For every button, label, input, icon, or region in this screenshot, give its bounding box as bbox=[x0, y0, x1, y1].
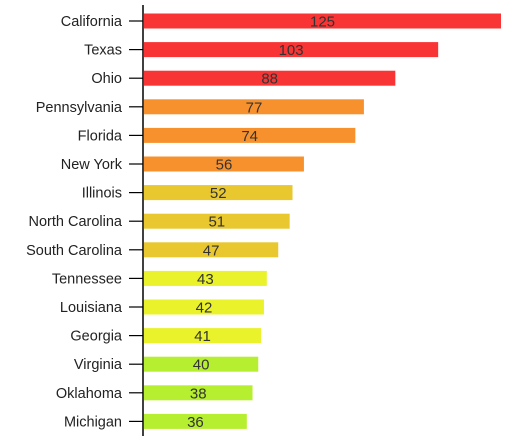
bar-louisiana bbox=[144, 299, 264, 315]
y-tick-label-north-carolina: North Carolina bbox=[29, 214, 123, 230]
bar-california bbox=[144, 13, 501, 29]
y-tick-label-tennessee: Tennessee bbox=[52, 271, 122, 287]
value-label-florida: 74 bbox=[241, 128, 258, 145]
value-label-tennessee: 43 bbox=[197, 271, 214, 288]
y-tick-label-texas: Texas bbox=[84, 43, 122, 59]
y-tick-label-georgia: Georgia bbox=[70, 329, 123, 345]
y-tick-label-michigan: Michigan bbox=[64, 414, 122, 430]
value-label-louisiana: 42 bbox=[196, 300, 213, 317]
y-tick-label-oklahoma: Oklahoma bbox=[56, 386, 123, 402]
value-label-north-carolina: 51 bbox=[208, 214, 225, 231]
value-label-michigan: 36 bbox=[187, 414, 204, 431]
bar-ohio bbox=[144, 70, 396, 86]
bar-tennessee bbox=[144, 270, 267, 286]
bar-pennsylvania bbox=[144, 99, 364, 115]
bar-oklahoma bbox=[144, 385, 253, 401]
value-label-ohio: 88 bbox=[261, 71, 278, 88]
value-label-california: 125 bbox=[310, 14, 335, 31]
bar-virginia bbox=[144, 356, 259, 372]
y-tick-label-louisiana: Louisiana bbox=[60, 300, 123, 316]
value-label-virginia: 40 bbox=[193, 357, 210, 374]
value-label-georgia: 41 bbox=[194, 328, 211, 345]
y-tick-label-pennsylvania: Pennsylvania bbox=[36, 100, 123, 116]
bar-florida bbox=[144, 127, 356, 143]
y-tick-label-florida: Florida bbox=[78, 128, 123, 144]
value-label-new-york: 56 bbox=[216, 157, 233, 174]
bars-group bbox=[144, 13, 501, 429]
value-label-south-carolina: 47 bbox=[203, 242, 220, 259]
y-axis-ticks bbox=[129, 20, 143, 422]
bar-georgia bbox=[144, 328, 262, 344]
y-tick-label-south-carolina: South Carolina bbox=[26, 243, 123, 259]
y-tick-label-california: California bbox=[61, 14, 123, 30]
value-label-texas: 103 bbox=[279, 42, 304, 59]
value-label-oklahoma: 38 bbox=[190, 385, 207, 402]
bar-michigan bbox=[144, 413, 247, 429]
bar-south-carolina bbox=[144, 242, 279, 258]
value-label-illinois: 52 bbox=[210, 185, 227, 202]
y-tick-label-new-york: New York bbox=[61, 157, 123, 173]
value-label-pennsylvania: 77 bbox=[246, 99, 263, 116]
y-axis-labels: California Texas Ohio Pennsylvania Florida Ne… bbox=[26, 14, 123, 430]
y-tick-label-virginia: Virginia bbox=[74, 357, 123, 373]
y-tick-label-illinois: Illinois bbox=[82, 186, 122, 202]
bar-new-york bbox=[144, 156, 304, 172]
bar-illinois bbox=[144, 185, 293, 201]
bar-texas bbox=[144, 42, 439, 58]
y-tick-label-ohio: Ohio bbox=[91, 71, 122, 87]
bar-north-carolina bbox=[144, 213, 290, 229]
